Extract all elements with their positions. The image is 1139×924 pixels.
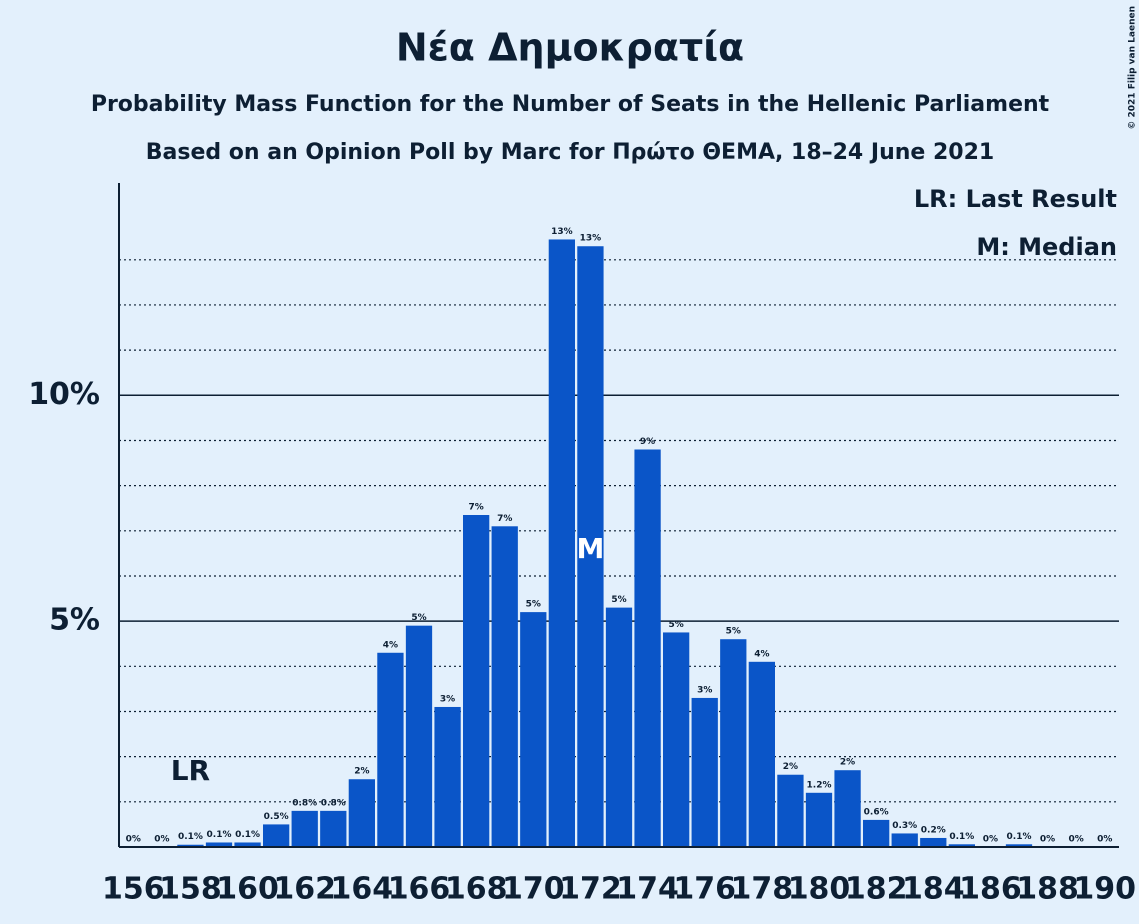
x-tick-label: 182 bbox=[845, 872, 908, 907]
bar bbox=[263, 824, 290, 847]
value-label: 0% bbox=[126, 835, 141, 845]
bar bbox=[605, 607, 633, 847]
value-label: 5% bbox=[611, 595, 626, 605]
bar bbox=[205, 842, 233, 847]
x-tick-label: 158 bbox=[159, 872, 222, 907]
value-label: 13% bbox=[580, 234, 602, 244]
value-label: 7% bbox=[497, 514, 512, 524]
x-tick-label: 178 bbox=[731, 872, 794, 907]
value-label: 5% bbox=[526, 600, 541, 610]
bar bbox=[920, 837, 947, 847]
value-label: 0.1% bbox=[949, 832, 974, 842]
bar bbox=[577, 246, 604, 847]
legend-entry: M: Median bbox=[976, 233, 1117, 261]
bar bbox=[177, 844, 204, 847]
x-tick-label: 176 bbox=[673, 872, 736, 907]
chart-subtitle: Probability Mass Function for the Number… bbox=[91, 92, 1050, 117]
bar bbox=[434, 706, 461, 847]
value-label: 2% bbox=[354, 767, 369, 777]
value-label: 0.5% bbox=[264, 812, 289, 822]
bar bbox=[491, 526, 518, 847]
bar bbox=[291, 810, 318, 847]
bar bbox=[520, 612, 547, 847]
value-label: 5% bbox=[726, 627, 741, 637]
value-label: 4% bbox=[754, 649, 769, 659]
bar bbox=[891, 833, 918, 847]
value-label: 0% bbox=[1040, 835, 1055, 845]
x-tick-label: 188 bbox=[1016, 872, 1079, 907]
value-label: 0.8% bbox=[321, 798, 346, 808]
x-tick-label: 160 bbox=[216, 872, 279, 907]
bar bbox=[663, 632, 690, 847]
value-label: 0% bbox=[154, 835, 169, 845]
value-label: 0% bbox=[1069, 835, 1084, 845]
value-label: 0.8% bbox=[292, 798, 317, 808]
x-tick-label: 166 bbox=[388, 872, 451, 907]
value-label: 7% bbox=[469, 503, 484, 513]
x-tick-label: 164 bbox=[331, 872, 394, 907]
last-result-marker: LR bbox=[171, 754, 210, 787]
value-label: 2% bbox=[783, 762, 798, 772]
value-label: 0.1% bbox=[235, 830, 260, 840]
bar bbox=[720, 639, 747, 847]
value-label: 1.2% bbox=[807, 780, 832, 790]
chart-title: Νέα Δημοκρατία bbox=[396, 26, 744, 70]
y-tick-label: 10% bbox=[28, 377, 100, 412]
bar bbox=[1005, 844, 1033, 847]
x-tick-label: 172 bbox=[559, 872, 622, 907]
bar bbox=[348, 779, 375, 847]
median-marker: M bbox=[576, 532, 604, 565]
value-label: 0.2% bbox=[921, 825, 946, 835]
bar bbox=[863, 819, 890, 847]
bar bbox=[748, 661, 775, 847]
bar bbox=[377, 652, 404, 847]
value-label: 0.1% bbox=[1007, 832, 1032, 842]
value-label: 0.1% bbox=[178, 832, 203, 842]
value-label: 2% bbox=[840, 758, 855, 768]
x-tick-label: 186 bbox=[959, 872, 1022, 907]
value-label: 9% bbox=[640, 437, 655, 447]
bar bbox=[463, 515, 490, 847]
value-label: 13% bbox=[551, 227, 573, 237]
bar bbox=[548, 239, 575, 847]
x-tick-label: 184 bbox=[902, 872, 965, 907]
value-label: 3% bbox=[697, 685, 712, 695]
value-label: 3% bbox=[440, 694, 455, 704]
value-label: 5% bbox=[411, 613, 426, 623]
x-tick-label: 156 bbox=[102, 872, 165, 907]
value-label: 0.3% bbox=[892, 821, 917, 831]
copyright: © 2021 Filip van Laenen bbox=[1128, 6, 1138, 130]
value-label: 0% bbox=[983, 835, 998, 845]
value-label: 4% bbox=[383, 640, 398, 650]
bar bbox=[320, 810, 347, 847]
x-tick-label: 190 bbox=[1073, 872, 1136, 907]
bar bbox=[234, 842, 261, 847]
value-label: 5% bbox=[669, 620, 684, 630]
x-tick-label: 180 bbox=[788, 872, 851, 907]
bar bbox=[805, 792, 833, 847]
x-tick-label: 170 bbox=[502, 872, 565, 907]
y-tick-label: 5% bbox=[49, 603, 100, 638]
x-tick-label: 168 bbox=[445, 872, 508, 907]
bar bbox=[691, 697, 718, 847]
value-label: 0.1% bbox=[207, 830, 232, 840]
value-label: 0.6% bbox=[864, 807, 889, 817]
bar bbox=[634, 449, 661, 847]
x-tick-label: 174 bbox=[616, 872, 679, 907]
chart-subtitle: Based on an Opinion Poll by Marc for Πρώ… bbox=[146, 140, 994, 165]
legend-entry: LR: Last Result bbox=[914, 185, 1117, 213]
bar bbox=[777, 774, 804, 847]
bar bbox=[948, 844, 975, 847]
bar bbox=[834, 770, 861, 847]
value-label: 0% bbox=[1097, 835, 1112, 845]
x-tick-label: 162 bbox=[273, 872, 336, 907]
bar bbox=[405, 625, 433, 847]
